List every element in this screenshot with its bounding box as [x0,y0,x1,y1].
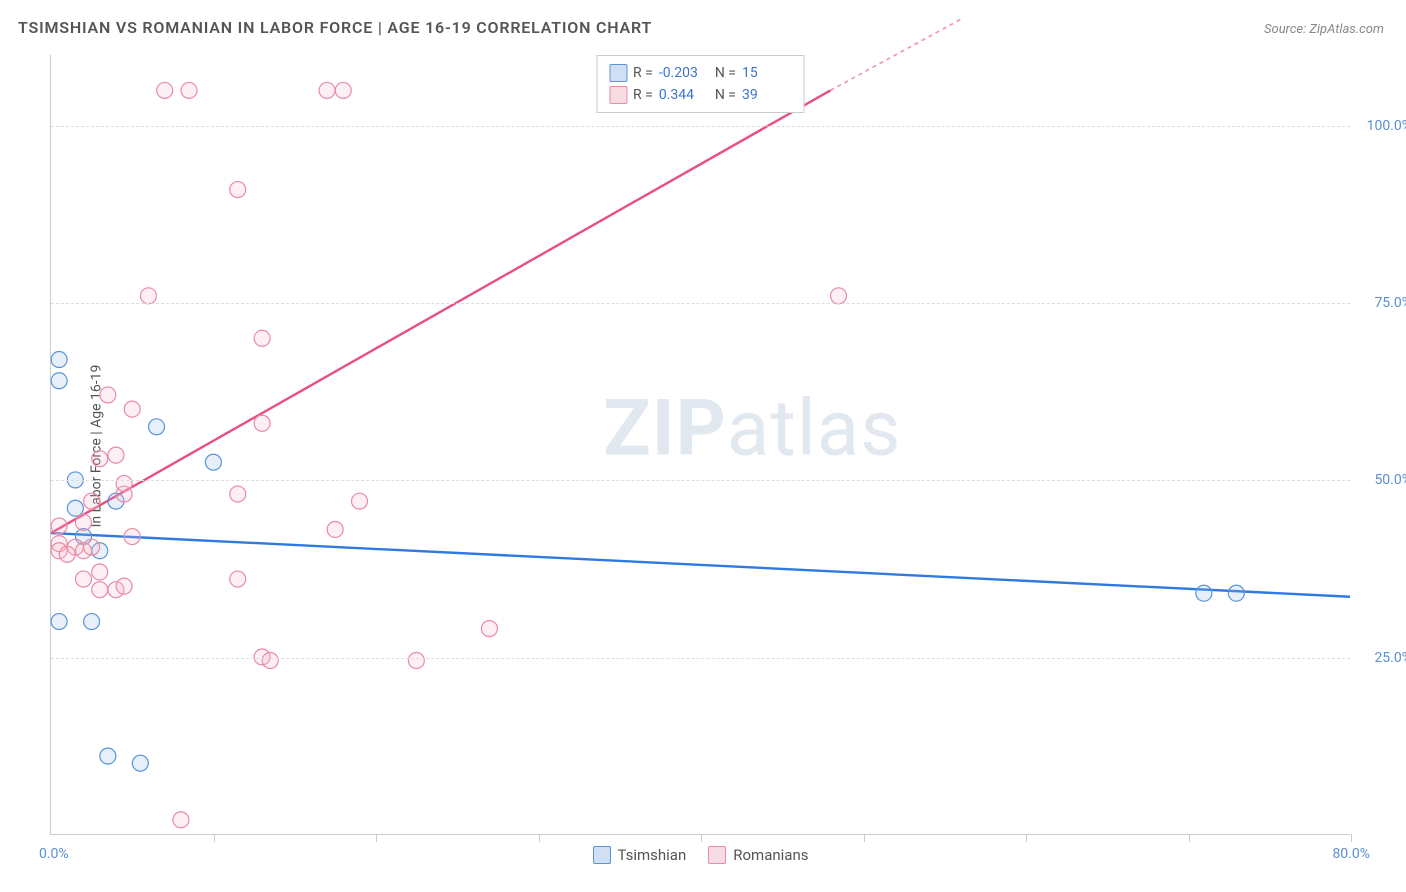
legend-n-value: 15 [742,65,792,81]
gridline [51,480,1350,481]
scatter-point [108,447,124,463]
gridline [51,658,1350,659]
series-legend-label: Romanians [733,846,808,864]
plot-area: ZIPatlas R = -0.203 N = 15 R = 0.344 N =… [50,55,1350,835]
legend-r-value: 0.344 [659,87,709,103]
x-tick [1351,834,1352,842]
x-tick [376,834,377,842]
scatter-point [352,493,368,509]
series-swatch-icon [609,64,627,82]
x-axis-origin-label: 0.0% [39,846,69,862]
x-tick [539,834,540,842]
legend-r-value: -0.203 [659,65,709,81]
scatter-point [100,748,116,764]
series-swatch-icon [593,846,611,864]
scatter-point [92,451,108,467]
scatter-point [262,653,278,669]
scatter-point [124,401,140,417]
legend-n-label: N = [715,87,736,103]
scatter-point [254,330,270,346]
y-tick-label: 100.0% [1357,118,1406,134]
scatter-point [230,486,246,502]
correlation-legend: R = -0.203 N = 15 R = 0.344 N = 39 [596,55,805,113]
gridline [51,126,1350,127]
x-axis-max-label: 80.0% [1332,846,1370,862]
scatter-point [84,539,100,555]
scatter-point [84,493,100,509]
chart-title: TSIMSHIAN VS ROMANIAN IN LABOR FORCE | A… [18,18,652,37]
scatter-point [230,182,246,198]
scatter-point [116,475,132,491]
scatter-point [157,82,173,98]
scatter-point [173,812,189,828]
series-swatch-icon [609,86,627,104]
y-tick-label: 75.0% [1357,295,1406,311]
scatter-point [831,288,847,304]
correlation-legend-row: R = -0.203 N = 15 [609,62,792,84]
scatter-point [335,82,351,98]
scatter-point [51,352,67,368]
scatter-point [181,82,197,98]
series-legend: Tsimshian Romanians [593,846,809,864]
legend-n-label: N = [715,65,736,81]
scatter-point [59,546,75,562]
scatter-point [319,82,335,98]
scatter-point [116,578,132,594]
x-tick [701,834,702,842]
trend-line [51,90,830,533]
scatter-point [327,521,343,537]
legend-r-label: R = [633,87,653,103]
scatter-point [51,614,67,630]
x-tick [1189,834,1190,842]
correlation-legend-row: R = 0.344 N = 39 [609,84,792,106]
y-tick-label: 50.0% [1357,472,1406,488]
y-tick-label: 25.0% [1357,650,1406,666]
scatter-point [75,571,91,587]
scatter-point [100,387,116,403]
scatter-point [132,755,148,771]
x-tick [864,834,865,842]
gridline [51,303,1350,304]
scatter-point [408,653,424,669]
trend-line-extension [830,20,960,91]
scatter-point [140,288,156,304]
scatter-point [124,529,140,545]
scatter-point [75,514,91,530]
chart-container: TSIMSHIAN VS ROMANIAN IN LABOR FORCE | A… [0,0,1406,892]
series-legend-item: Romanians [708,846,808,864]
series-legend-item: Tsimshian [593,846,687,864]
scatter-point [51,518,67,534]
legend-n-value: 39 [742,87,792,103]
scatter-point [1196,585,1212,601]
scatter-point [481,621,497,637]
source-attribution: Source: ZipAtlas.com [1264,22,1384,37]
scatter-point [51,373,67,389]
x-tick [214,834,215,842]
scatter-point [92,564,108,580]
scatter-point [254,415,270,431]
scatter-point [67,500,83,516]
legend-r-label: R = [633,65,653,81]
x-tick [1026,834,1027,842]
scatter-point [205,454,221,470]
series-legend-label: Tsimshian [618,846,687,864]
scatter-point [1228,585,1244,601]
scatter-point [230,571,246,587]
scatter-point [92,582,108,598]
scatter-point [149,419,165,435]
plot-svg [51,55,1350,834]
scatter-point [84,614,100,630]
series-swatch-icon [708,846,726,864]
trend-line [51,533,1350,597]
